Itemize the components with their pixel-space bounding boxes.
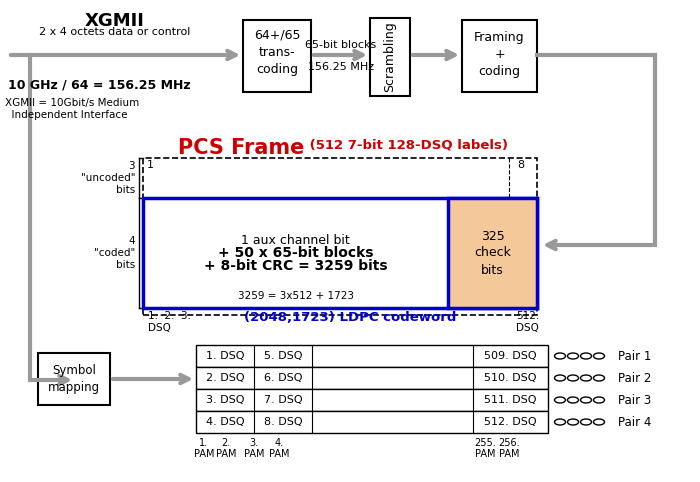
Text: 10 GHz / 64 = 156.25 MHz: 10 GHz / 64 = 156.25 MHz <box>8 78 190 91</box>
Text: 1 aux channel bit: 1 aux channel bit <box>241 235 350 247</box>
Text: 2. DSQ: 2. DSQ <box>206 373 244 383</box>
Text: 3259 = 3x512 + 1723: 3259 = 3x512 + 1723 <box>237 291 354 301</box>
Text: 325
check
bits: 325 check bits <box>474 229 511 277</box>
Bar <box>196 389 548 411</box>
Bar <box>38 353 110 405</box>
Text: 511. DSQ: 511. DSQ <box>484 395 537 405</box>
Bar <box>370 18 410 96</box>
Text: 1.
PAM: 1. PAM <box>194 438 214 459</box>
Text: 510. DSQ: 510. DSQ <box>484 373 537 383</box>
Text: 5. DSQ: 5. DSQ <box>264 351 302 361</box>
Text: + 50 x 65-bit blocks: + 50 x 65-bit blocks <box>218 246 373 260</box>
Text: 8. DSQ: 8. DSQ <box>264 417 302 427</box>
Text: 64+/65
trans-
coding: 64+/65 trans- coding <box>253 28 300 76</box>
Text: (2048,1723) LDPC codeword: (2048,1723) LDPC codeword <box>244 311 456 324</box>
Text: Symbol
mapping: Symbol mapping <box>48 364 100 394</box>
Bar <box>243 20 311 92</box>
Text: 2 x 4 octets data or control: 2 x 4 octets data or control <box>39 27 190 37</box>
Text: 6. DSQ: 6. DSQ <box>264 373 302 383</box>
Text: 65-bit blocks: 65-bit blocks <box>305 40 377 50</box>
Text: 3. DSQ: 3. DSQ <box>206 395 244 405</box>
Text: 4. DSQ: 4. DSQ <box>206 417 244 427</box>
Bar <box>462 20 537 92</box>
Bar <box>196 345 548 367</box>
Text: 512.
DSQ: 512. DSQ <box>516 311 539 333</box>
Text: 1: 1 <box>147 160 154 170</box>
Text: Pair 3: Pair 3 <box>618 393 651 406</box>
Text: 8: 8 <box>517 160 524 170</box>
Text: 2.
PAM: 2. PAM <box>216 438 237 459</box>
Text: XGMII: XGMII <box>85 12 145 30</box>
Text: 255.
PAM: 255. PAM <box>474 438 496 459</box>
Text: Pair 1: Pair 1 <box>618 349 652 362</box>
Text: Pair 4: Pair 4 <box>618 415 652 428</box>
Text: XGMII = 10Gbit/s Medium
  Independent Interface: XGMII = 10Gbit/s Medium Independent Inte… <box>5 98 139 120</box>
Text: + 8-bit CRC = 3259 bits: + 8-bit CRC = 3259 bits <box>204 259 387 273</box>
Bar <box>448 198 537 308</box>
Bar <box>143 198 537 308</box>
Text: 1.  2.  3.
DSQ: 1. 2. 3. DSQ <box>148 311 191 333</box>
Text: (512 7-bit 128-DSQ labels): (512 7-bit 128-DSQ labels) <box>305 138 508 151</box>
Text: 509. DSQ: 509. DSQ <box>484 351 537 361</box>
Text: 7. DSQ: 7. DSQ <box>264 395 302 405</box>
Text: 256.
PAM: 256. PAM <box>498 438 520 459</box>
Text: Framing
+
coding: Framing + coding <box>474 30 525 78</box>
Bar <box>143 158 537 315</box>
Text: 1. DSQ: 1. DSQ <box>206 351 244 361</box>
Text: 4
"coded"
bits: 4 "coded" bits <box>94 236 135 269</box>
Text: 4.
PAM: 4. PAM <box>269 438 289 459</box>
Text: Pair 2: Pair 2 <box>618 372 652 385</box>
Text: 3.
PAM: 3. PAM <box>244 438 265 459</box>
Text: 156.25 MHz: 156.25 MHz <box>308 62 374 72</box>
Bar <box>448 198 537 308</box>
Text: Scrambling: Scrambling <box>384 22 396 93</box>
Text: PCS Frame: PCS Frame <box>178 138 304 158</box>
Bar <box>196 411 548 433</box>
Text: 512. DSQ: 512. DSQ <box>484 417 537 427</box>
Bar <box>196 367 548 389</box>
Text: 3
"uncoded"
bits: 3 "uncoded" bits <box>80 161 135 195</box>
